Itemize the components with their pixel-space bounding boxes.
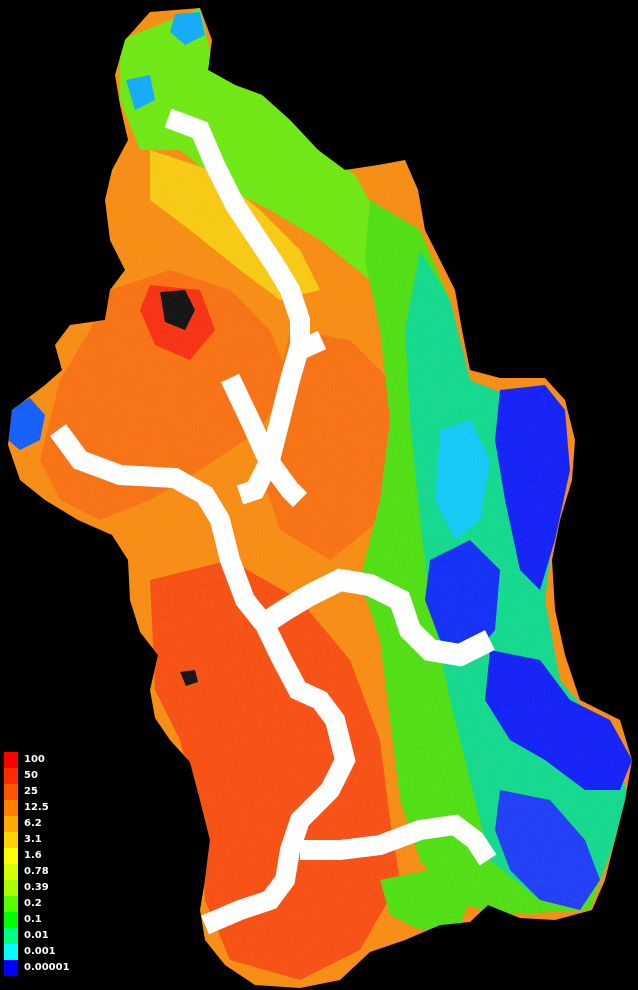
legend-swatch (4, 896, 18, 912)
legend-entry: 0.001 (4, 944, 76, 960)
legend-swatch (4, 864, 18, 880)
legend-label: 0.78 (24, 866, 49, 877)
legend-label: 0.2 (24, 898, 42, 909)
legend-entry: 0.00001 (4, 960, 76, 976)
legend-entry: 0.01 (4, 928, 76, 944)
legend-swatch (4, 800, 18, 816)
legend-entry: 0.78 (4, 864, 76, 880)
legend-entry: 25 (4, 784, 76, 800)
legend-label: 0.01 (24, 930, 49, 941)
legend-label: 100 (24, 754, 45, 765)
legend-label: 25 (24, 786, 38, 797)
legend-swatch (4, 912, 18, 928)
legend-label: 3.1 (24, 834, 42, 845)
river-west-branch (220, 373, 308, 508)
legend-label: 1.6 (24, 850, 42, 861)
river-east-spur (295, 330, 327, 360)
legend-entry: 3.1 (4, 832, 76, 848)
legend-swatch (4, 784, 18, 800)
legend-entry: 50 (4, 768, 76, 784)
legend-entry: 0.2 (4, 896, 76, 912)
legend-entry: 1.6 (4, 848, 76, 864)
river-south-east (300, 814, 497, 866)
legend-swatch (4, 928, 18, 944)
river-central-east (255, 568, 495, 667)
legend-swatch (4, 768, 18, 784)
legend-swatch (4, 944, 18, 960)
legend-swatch (4, 880, 18, 896)
legend-label: 12.5 (24, 802, 49, 813)
legend-entry: 12.5 (4, 800, 76, 816)
legend-label: 0.001 (24, 946, 56, 957)
legend-label: 0.1 (24, 914, 42, 925)
legend-swatch (4, 832, 18, 848)
legend-entry: 0.1 (4, 912, 76, 928)
legend-swatch (4, 848, 18, 864)
legend: 100 50 25 12.5 6.2 3.1 1.6 0.78 0.39 0.2 0.1 0.01 0.… (4, 752, 76, 976)
legend-swatch (4, 960, 18, 976)
legend-swatch (4, 752, 18, 768)
legend-entry: 6.2 (4, 816, 76, 832)
legend-entry: 0.39 (4, 880, 76, 896)
legend-label: 0.00001 (24, 962, 70, 973)
legend-entry: 100 (4, 752, 76, 768)
river-west-long (49, 424, 356, 935)
legend-label: 0.39 (24, 882, 49, 893)
legend-swatch (4, 816, 18, 832)
river-corridors (49, 108, 497, 935)
legend-label: 6.2 (24, 818, 42, 829)
legend-label: 50 (24, 770, 38, 781)
